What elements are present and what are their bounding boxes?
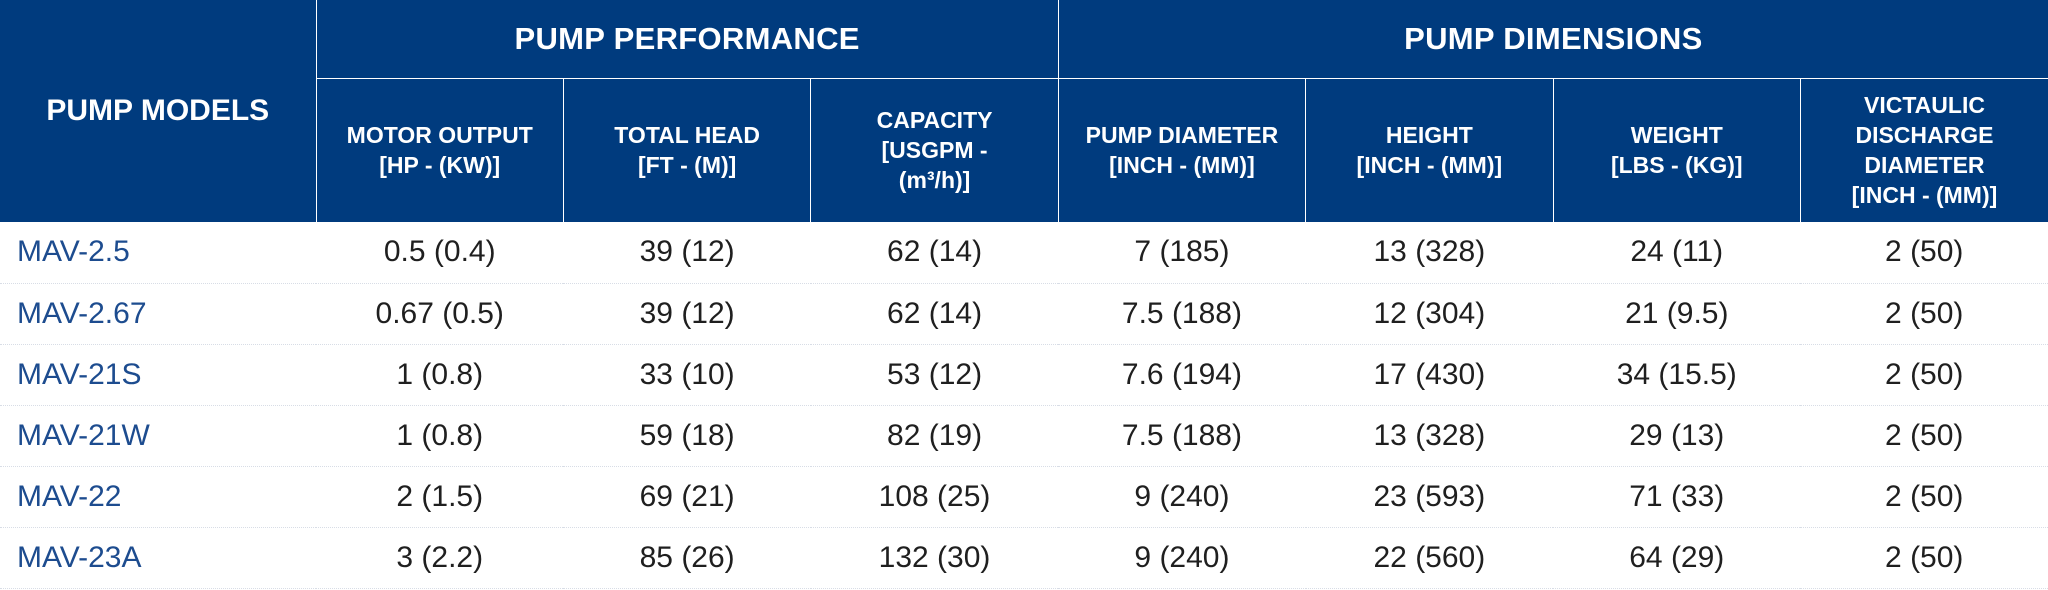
column-header-line: [INCH - (MM)] — [1356, 152, 1503, 179]
pump-performance-header: PUMP PERFORMANCE — [315, 0, 1059, 79]
motor-output-cell: 0.5 (0.4) — [316, 222, 564, 284]
table-header: PUMP MODELS PUMP PERFORMANCE PUMP DIMENS… — [0, 0, 2048, 222]
pump-dimensions-header: PUMP DIMENSIONS — [1057, 0, 2048, 79]
total-head-cell: 59 (18) — [563, 405, 811, 467]
discharge-diameter-cell: 2 (50) — [1800, 222, 2048, 284]
table-row: MAV-21S 1 (0.8) 33 (10) 53 (12) 7.6 (194) 17 … — [0, 344, 2048, 406]
height-cell: 17 (430) — [1305, 344, 1554, 406]
column-header-line: HEIGHT — [1385, 122, 1473, 149]
capacity-header: CAPACITY [USGPM - (m³/h)] — [810, 78, 1059, 222]
discharge-diameter-cell: 2 (50) — [1800, 344, 2048, 406]
motor-output-header: MOTOR OUTPUT [HP - (KW)] — [315, 78, 564, 222]
column-header-line: [INCH - (MM)] — [1109, 152, 1255, 179]
pump-diameter-cell: 9 (240) — [1058, 466, 1306, 528]
height-cell: 13 (328) — [1305, 405, 1554, 467]
table-row: MAV-23A 3 (2.2) 85 (26) 132 (30) 9 (240) 22 (… — [0, 527, 2048, 589]
table-row: MAV-2.5 0.5 (0.4) 39 (12) 62 (14) 7 (185) 13 … — [0, 222, 2048, 284]
pump-diameter-cell: 9 (240) — [1058, 527, 1306, 589]
height-cell: 12 (304) — [1305, 283, 1554, 345]
pump-model-cell: MAV-2.67 — [0, 283, 317, 345]
table-row: MAV-21W 1 (0.8) 59 (18) 82 (19) 7.5 (188) 13 … — [0, 405, 2048, 467]
pump-model-cell: MAV-22 — [0, 466, 317, 528]
column-header-line: CAPACITY — [876, 107, 993, 134]
motor-output-cell: 3 (2.2) — [316, 527, 564, 589]
capacity-cell: 108 (25) — [810, 466, 1059, 528]
column-header-line: [INCH - (MM)] — [1851, 182, 1998, 209]
table-body: MAV-2.5 0.5 (0.4) 39 (12) 62 (14) 7 (185) 13 … — [0, 222, 2048, 589]
column-header-line: (m³/h)] — [898, 167, 971, 194]
column-header-line: [HP - (KW)] — [379, 152, 501, 179]
motor-output-cell: 2 (1.5) — [316, 466, 564, 528]
victaulic-discharge-diameter-header: VICTAULIC DISCHARGE DIAMETER [INCH - (MM)] — [1799, 78, 2048, 222]
column-header-line: DIAMETER — [1864, 152, 1985, 179]
weight-cell: 29 (13) — [1553, 405, 1801, 467]
capacity-cell: 53 (12) — [810, 344, 1059, 406]
pump-model-cell: MAV-21S — [0, 344, 317, 406]
total-head-header: TOTAL HEAD [FT - (M)] — [562, 78, 811, 222]
capacity-cell: 62 (14) — [810, 283, 1059, 345]
pump-diameter-cell: 7.5 (188) — [1058, 405, 1306, 467]
motor-output-cell: 0.67 (0.5) — [316, 283, 564, 345]
capacity-cell: 62 (14) — [810, 222, 1059, 284]
pump-diameter-cell: 7.6 (194) — [1058, 344, 1306, 406]
discharge-diameter-cell: 2 (50) — [1800, 405, 2048, 467]
height-cell: 23 (593) — [1305, 466, 1554, 528]
motor-output-cell: 1 (0.8) — [316, 405, 564, 467]
column-header-line: [LBS - (KG)] — [1610, 152, 1743, 179]
pump-model-cell: MAV-21W — [0, 405, 317, 467]
height-cell: 22 (560) — [1305, 527, 1554, 589]
pump-models-header: PUMP MODELS — [0, 0, 317, 222]
header-column-row: MOTOR OUTPUT [HP - (KW)] TOTAL HEAD [FT - (… — [0, 78, 2048, 222]
column-header-line: PUMP DIAMETER — [1085, 122, 1279, 149]
column-header-line: TOTAL HEAD — [614, 122, 760, 149]
total-head-cell: 39 (12) — [563, 222, 811, 284]
table-row: MAV-2.67 0.67 (0.5) 39 (12) 62 (14) 7.5 (188… — [0, 283, 2048, 345]
column-header-line: WEIGHT — [1630, 122, 1723, 149]
pump-diameter-header: PUMP DIAMETER [INCH - (MM)] — [1057, 78, 1306, 222]
total-head-cell: 39 (12) — [563, 283, 811, 345]
weight-header: WEIGHT [LBS - (KG)] — [1552, 78, 1801, 222]
column-header-line: [USGPM - — [881, 137, 988, 164]
discharge-diameter-cell: 2 (50) — [1800, 466, 2048, 528]
motor-output-cell: 1 (0.8) — [316, 344, 564, 406]
pump-diameter-cell: 7 (185) — [1058, 222, 1306, 284]
header-group-row: PUMP MODELS PUMP PERFORMANCE PUMP DIMENS… — [0, 0, 2048, 222]
column-header-line: DISCHARGE — [1855, 122, 1994, 149]
weight-cell: 64 (29) — [1553, 527, 1801, 589]
weight-cell: 21 (9.5) — [1553, 283, 1801, 345]
weight-cell: 34 (15.5) — [1553, 344, 1801, 406]
capacity-cell: 82 (19) — [810, 405, 1059, 467]
weight-cell: 71 (33) — [1553, 466, 1801, 528]
pump-model-cell: MAV-2.5 — [0, 222, 317, 284]
discharge-diameter-cell: 2 (50) — [1800, 283, 2048, 345]
total-head-cell: 33 (10) — [563, 344, 811, 406]
total-head-cell: 85 (26) — [563, 527, 811, 589]
pump-model-cell: MAV-23A — [0, 527, 317, 589]
total-head-cell: 69 (21) — [563, 466, 811, 528]
height-cell: 13 (328) — [1305, 222, 1554, 284]
table-row: MAV-22 2 (1.5) 69 (21) 108 (25) 9 (240) 23 (5… — [0, 466, 2048, 528]
capacity-cell: 132 (30) — [810, 527, 1059, 589]
pump-diameter-cell: 7.5 (188) — [1058, 283, 1306, 345]
discharge-diameter-cell: 2 (50) — [1800, 527, 2048, 589]
column-header-line: MOTOR OUTPUT — [346, 122, 533, 149]
height-header: HEIGHT [INCH - (MM)] — [1305, 78, 1554, 222]
weight-cell: 24 (11) — [1553, 222, 1801, 284]
column-header-line: VICTAULIC — [1864, 92, 1985, 119]
column-header-line: [FT - (M)] — [637, 152, 737, 179]
